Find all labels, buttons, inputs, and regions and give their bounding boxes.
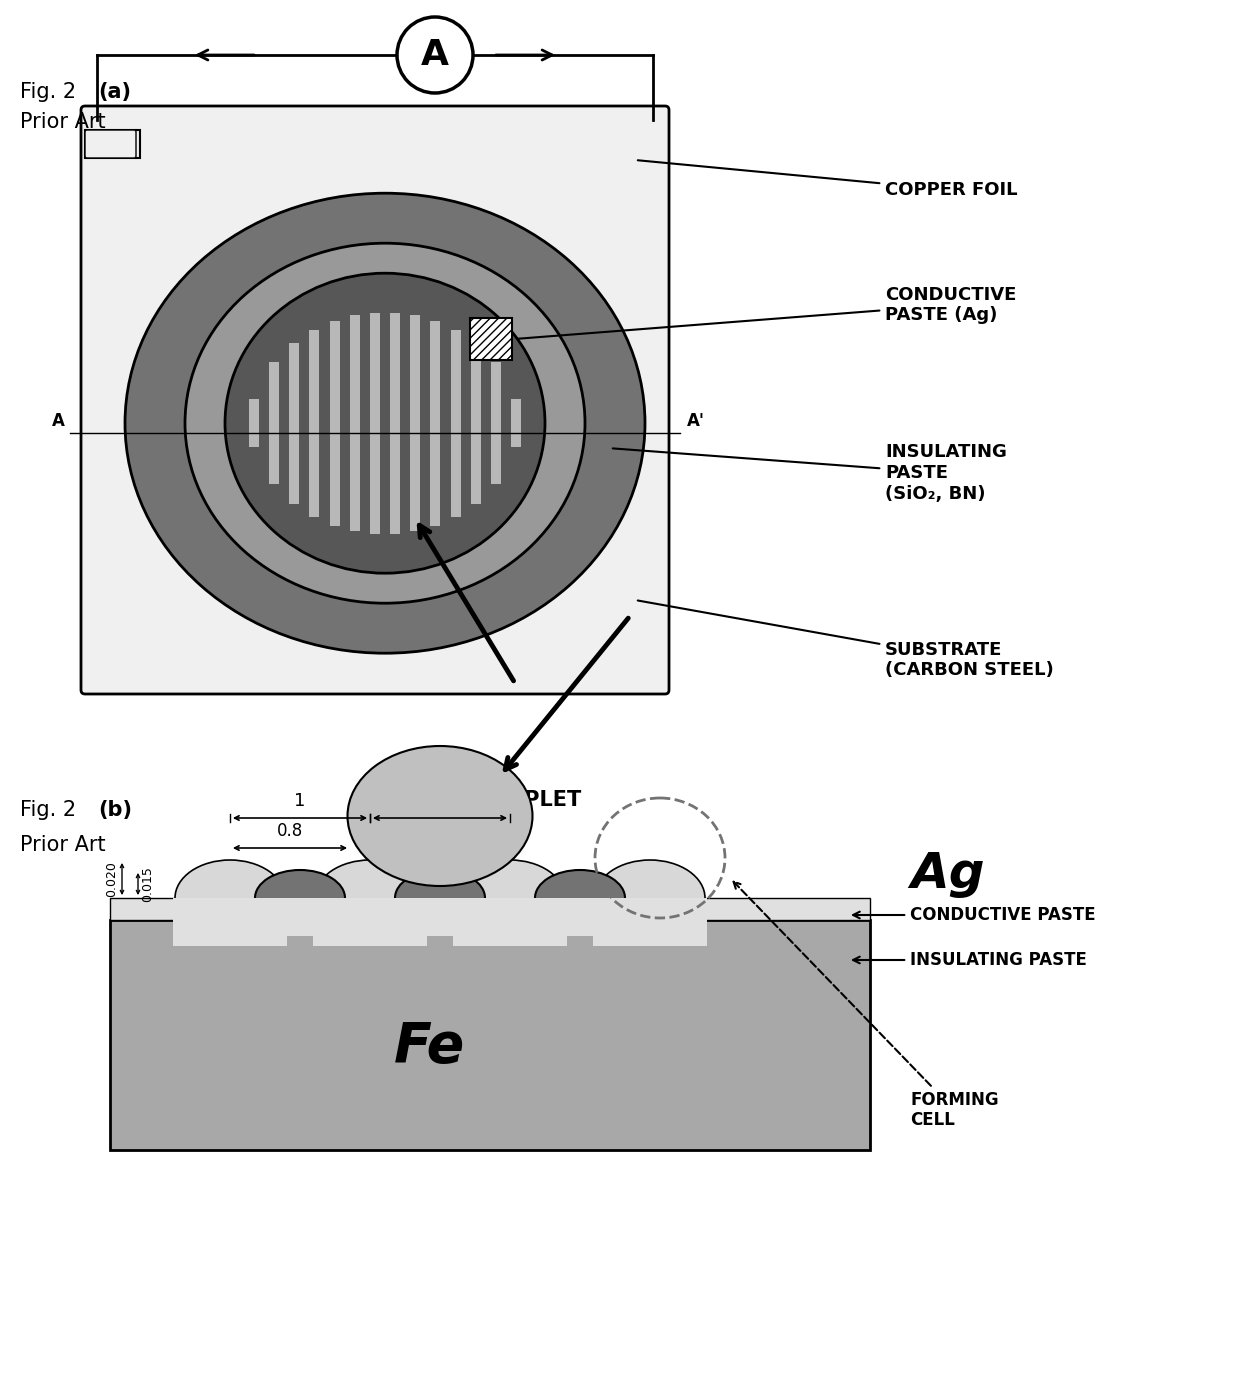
Bar	[410, 316, 420, 531]
Text: CONDUCTIVE PASTE: CONDUCTIVE PASTE	[853, 906, 1096, 924]
Ellipse shape	[185, 243, 585, 603]
Text: Fig. 2: Fig. 2	[20, 82, 83, 102]
Text: RAIN DROPLET: RAIN DROPLET	[409, 789, 582, 810]
Text: Fig. 2: Fig. 2	[20, 800, 83, 820]
Ellipse shape	[396, 870, 485, 925]
Ellipse shape	[347, 746, 532, 886]
Text: SUBSTRATE
(CARBON STEEL): SUBSTRATE (CARBON STEEL)	[637, 600, 1054, 680]
Bar	[450, 330, 460, 516]
Ellipse shape	[534, 870, 625, 925]
Text: 0.020: 0.020	[105, 861, 118, 897]
Bar	[391, 313, 401, 534]
Bar	[289, 343, 299, 504]
Ellipse shape	[455, 859, 565, 936]
Bar	[309, 330, 320, 516]
Bar	[471, 343, 481, 504]
Text: CONDUCTIVE
PASTE (Ag): CONDUCTIVE PASTE (Ag)	[515, 286, 1017, 339]
Bar	[470, 319, 512, 360]
Bar	[312, 898, 427, 946]
Bar	[593, 898, 707, 946]
Text: 0.015: 0.015	[141, 866, 154, 902]
Text: 0.8: 0.8	[277, 822, 303, 840]
Ellipse shape	[255, 870, 345, 925]
Ellipse shape	[315, 859, 425, 936]
Bar	[253, 898, 347, 936]
Bar	[430, 321, 440, 526]
Text: Prior Art: Prior Art	[20, 835, 105, 855]
Text: INSULATING PASTE: INSULATING PASTE	[853, 951, 1087, 969]
Bar	[511, 400, 521, 448]
Text: (b): (b)	[98, 800, 131, 820]
Text: Fe: Fe	[393, 1020, 465, 1074]
Bar	[453, 898, 567, 946]
Text: A: A	[422, 38, 449, 71]
Bar	[491, 362, 501, 485]
Text: COPPER FOIL: COPPER FOIL	[637, 161, 1018, 199]
Bar	[269, 362, 279, 485]
Ellipse shape	[595, 859, 706, 936]
Bar	[249, 400, 259, 448]
FancyBboxPatch shape	[81, 106, 670, 693]
Text: Prior Art: Prior Art	[20, 113, 105, 132]
Text: 1: 1	[434, 792, 445, 810]
Text: 1: 1	[294, 792, 306, 810]
Ellipse shape	[224, 273, 546, 573]
Circle shape	[397, 16, 472, 93]
Text: FORMING
CELL: FORMING CELL	[734, 881, 998, 1130]
Text: INSULATING
PASTE
(SiO₂, BN): INSULATING PASTE (SiO₂, BN)	[613, 443, 1007, 503]
Bar	[330, 321, 340, 526]
Text: Ag: Ag	[910, 850, 985, 898]
Bar	[174, 898, 286, 946]
Text: (a): (a)	[98, 82, 131, 102]
Bar	[86, 130, 140, 158]
Text: A': A'	[687, 412, 706, 430]
Bar	[533, 898, 627, 936]
Bar	[393, 898, 487, 936]
Bar	[110, 898, 870, 920]
Ellipse shape	[125, 194, 645, 654]
Text: A: A	[52, 412, 64, 430]
Bar	[350, 316, 360, 531]
FancyBboxPatch shape	[86, 130, 136, 158]
Ellipse shape	[175, 859, 285, 936]
Bar	[110, 920, 870, 1151]
Bar	[370, 313, 379, 534]
